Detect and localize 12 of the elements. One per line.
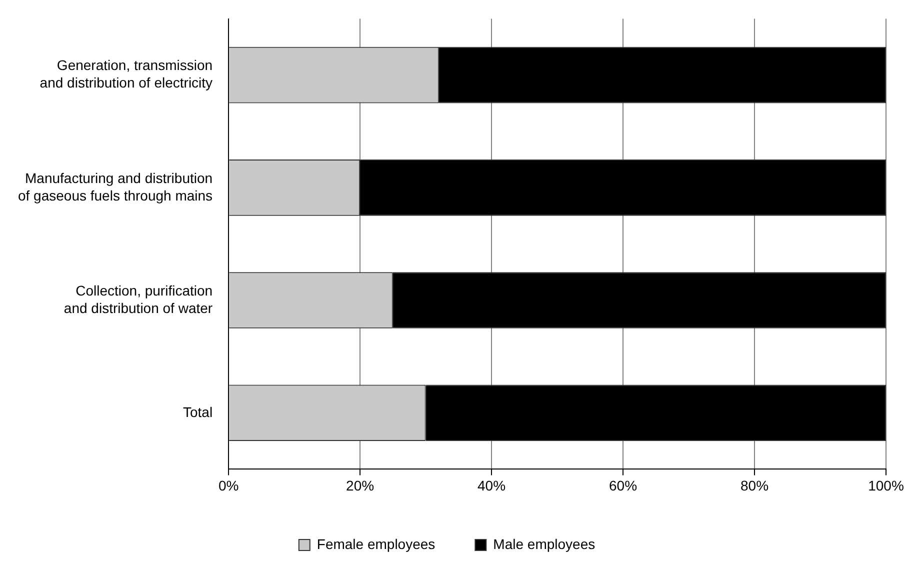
x-tick-label: 20% — [346, 477, 374, 494]
y-tick-label: Manufacturing and distribution of gaseous fuels through mains — [18, 170, 213, 204]
y-tick-label: Total — [182, 404, 213, 420]
x-tick-label: 40% — [478, 477, 506, 494]
x-tick-label: 60% — [609, 477, 638, 494]
y-tick-label: Generation, transmission and distribution of electricity — [40, 57, 213, 91]
x-tick-label: 80% — [740, 477, 769, 494]
legend-label: Male employees — [493, 536, 596, 552]
legend-label: Female employees — [316, 536, 436, 552]
x-tick-label: 100% — [868, 477, 904, 494]
x-tick-label: 0% — [218, 477, 239, 494]
y-tick-label: Collection, purification and distribution of water — [64, 282, 213, 316]
